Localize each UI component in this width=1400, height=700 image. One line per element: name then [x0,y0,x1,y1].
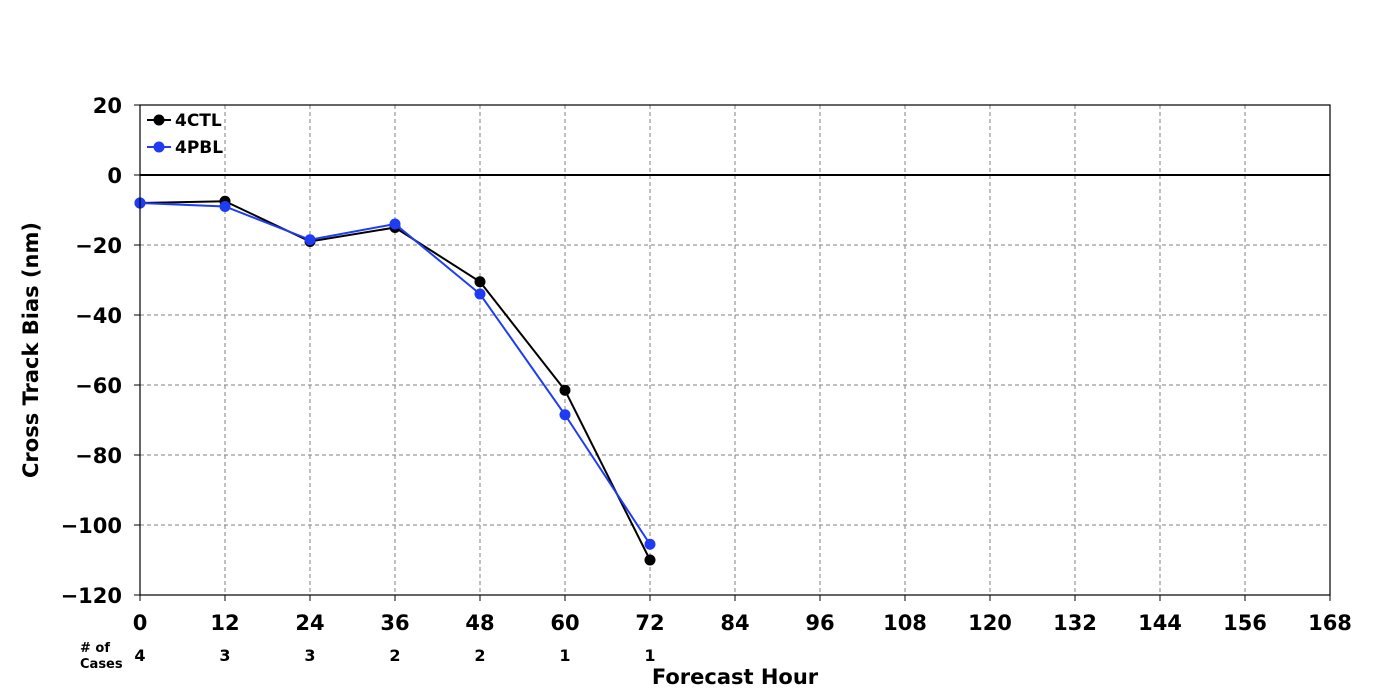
x-axis-ticks: 0 12 24 36 48 60 72 84 96 108 120 132 144 156 168 [133,595,1352,635]
data-point [644,554,656,566]
data-point [219,201,231,212]
legend: 4CTL 4PBL [147,111,223,158]
data-point [389,218,401,230]
y-axis-label: Cross Track Bias (nm) [19,222,43,478]
y-tick-label: −80 [75,444,122,468]
x-tick-label: 60 [550,611,579,635]
legend-label: 4PBL [175,138,223,158]
x-tick-label: 156 [1223,611,1267,635]
y-tick-label: 20 [93,94,122,118]
case-count: 2 [474,646,485,665]
x-tick-label: 84 [720,611,749,635]
y-tick-label: −120 [61,584,122,608]
legend-label: 4CTL [175,111,222,131]
series-layer [134,195,656,566]
x-axis-label: Forecast Hour [652,665,819,689]
y-tick-label: −60 [75,374,122,398]
x-tick-label: 48 [465,611,494,635]
data-point [474,288,486,300]
cases-label-line2: Cases [80,657,123,672]
cases-row: # of Cases 4 3 3 2 2 1 1 [80,641,656,672]
x-tick-label: 168 [1308,611,1352,635]
grid-layer [140,105,1330,595]
data-point [304,234,316,246]
x-tick-label: 36 [380,611,409,635]
y-axis-ticks: 20 0 −20 −40 −60 −80 −100 −120 [61,94,140,608]
legend-entry-4pbl: 4PBL [147,138,223,158]
data-point [559,384,571,396]
legend-marker [153,114,165,126]
data-point [559,409,571,421]
x-tick-label: 132 [1053,611,1097,635]
x-tick-label: 120 [968,611,1012,635]
x-tick-label: 0 [133,611,148,635]
data-point [644,538,656,550]
x-tick-label: 24 [295,611,324,635]
case-count: 3 [219,646,230,665]
data-point [474,276,486,288]
x-tick-label: 72 [635,611,664,635]
y-tick-label: −40 [75,304,122,328]
legend-entry-4ctl: 4CTL [147,111,222,131]
x-tick-label: 96 [805,611,834,635]
legend-marker [153,141,165,153]
series-4pbl [134,197,656,550]
x-tick-label: 108 [883,611,927,635]
y-tick-label: 0 [107,164,122,188]
y-tick-label: −100 [61,514,122,538]
case-count: 1 [644,646,655,665]
case-count: 1 [559,646,570,665]
x-tick-label: 12 [210,611,239,635]
cases-label-line1: # of [80,641,110,656]
case-count: 4 [134,646,145,665]
case-count: 3 [304,646,315,665]
x-tick-label: 144 [1138,611,1182,635]
case-count: 2 [389,646,400,665]
y-tick-label: −20 [75,234,122,258]
